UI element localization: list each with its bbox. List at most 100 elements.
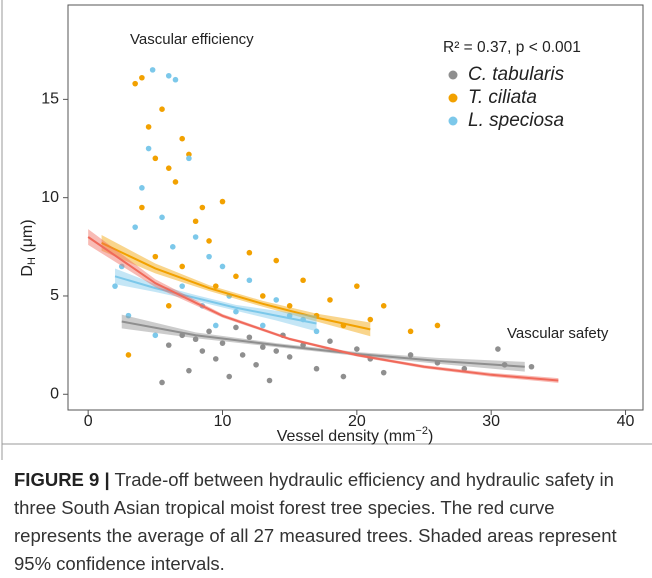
point [286,303,293,309]
x-tick-label: 0 [84,413,93,430]
confidence-band [101,235,371,337]
point [239,352,246,358]
point [495,346,501,352]
annotation: R² = 0.37, p < 0.001 [443,39,581,56]
point [233,324,239,331]
point [132,80,138,87]
point [260,322,266,329]
point [206,253,212,260]
point [118,263,125,270]
point [179,263,185,270]
y-tick-label: 5 [50,287,59,304]
point [149,67,156,73]
point [212,322,219,329]
point [152,253,159,260]
legend-marker [448,93,458,103]
point [219,340,226,346]
point [145,124,152,130]
point [112,283,118,289]
point [186,151,192,158]
point [212,356,219,362]
point [186,367,192,374]
point [380,369,387,376]
point [212,283,219,289]
point [139,185,145,191]
point [125,312,132,319]
legend-label: C. tabularis [468,64,565,85]
legend-marker [448,116,458,126]
point [152,332,159,339]
point [300,277,306,284]
point [327,338,333,344]
point [199,204,206,211]
y-axis-label: DH (μm) [19,219,38,276]
point [266,377,273,384]
fit-line [101,241,371,331]
y-label-part: (μm) [19,219,36,257]
point [192,218,199,225]
caption-text: Trade-off between hydraulic efficiency a… [14,469,617,574]
annotation: Vascular safety [507,325,609,342]
point [159,214,165,221]
x-axis-label: Vessel density (mm−2) [277,425,434,445]
point [327,297,333,303]
fit-line [87,236,559,382]
point [354,283,360,289]
point [273,297,280,303]
point [192,234,199,240]
point [165,342,172,348]
point [179,135,185,142]
point [260,293,266,299]
point [139,74,145,81]
point [286,354,293,360]
x-tick-label: 10 [214,413,232,430]
chart: Vascular efficiency Vascular safety R² =… [1,0,652,460]
point [380,303,387,309]
point [246,277,253,284]
point [367,316,374,323]
point [253,361,259,368]
point [313,365,320,372]
point [407,328,414,335]
point [165,303,172,309]
point [159,379,165,386]
confidence-band [115,268,317,332]
x-label-sup: −2 [415,425,428,437]
caption: FIGURE 9 | Trade-off between hydraulic e… [14,466,646,578]
x-label-part: ) [428,428,433,445]
point [172,76,179,83]
y-tick-label: 0 [50,385,59,402]
point [152,155,159,162]
point [528,363,535,370]
caption-label: FIGURE 9 | [14,469,110,490]
point [172,179,179,185]
plot-layer [87,67,559,386]
point [165,72,172,79]
point [192,336,199,343]
point [354,346,360,352]
confidence-band [88,229,559,383]
y-tick-label: 15 [41,91,59,108]
point [313,328,320,335]
y-label-sub: H [26,257,38,265]
point [219,198,226,205]
legend-label: T. ciliata [468,87,537,108]
annotation: Vascular efficiency [130,31,254,48]
legend-label: L. speciosa [468,110,564,131]
point [233,273,239,280]
point [179,283,185,289]
point [139,204,145,211]
point [125,352,132,358]
confidence-band [121,314,525,372]
x-tick-label: 30 [482,413,500,430]
point [300,342,306,348]
point [169,244,176,250]
point [246,334,253,341]
x-label-part: Vessel density (mm [277,428,416,445]
point [206,238,212,244]
point [219,263,226,270]
point [186,155,192,162]
point [165,165,172,171]
legend-marker [448,70,458,80]
fit-line [121,320,525,368]
